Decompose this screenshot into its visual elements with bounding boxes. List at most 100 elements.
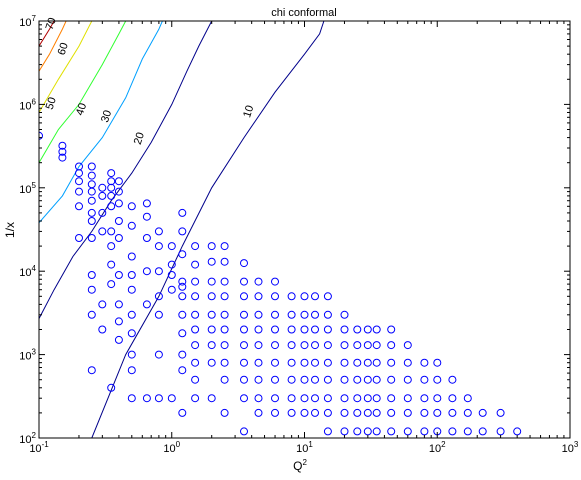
scatter-point xyxy=(340,358,349,367)
y-tick-label: 106 xyxy=(19,97,36,112)
scatter-point xyxy=(311,292,319,301)
scatter-point xyxy=(178,329,187,338)
scatter-point xyxy=(98,191,107,200)
scatter-point xyxy=(323,427,332,436)
scatter-point xyxy=(323,310,332,319)
scatter-point xyxy=(448,408,457,417)
scatter-point xyxy=(420,427,429,436)
scatter-point xyxy=(271,292,279,301)
scatter-point xyxy=(311,325,319,334)
scatter-point xyxy=(220,325,229,334)
scatter-point xyxy=(114,217,123,225)
scatter-point xyxy=(387,394,396,403)
scatter-point xyxy=(478,408,487,417)
y-tick-label: 104 xyxy=(19,264,36,279)
scatter-point xyxy=(114,300,123,309)
scatter-point xyxy=(513,427,522,436)
scatter-point xyxy=(154,292,163,301)
scatter-point xyxy=(271,310,279,319)
scatter-point xyxy=(496,427,505,436)
scatter-point xyxy=(353,325,362,334)
scatter-point xyxy=(271,358,279,367)
scatter-point xyxy=(287,292,296,301)
scatter-point xyxy=(75,202,83,211)
scatter-point xyxy=(311,358,319,367)
contour-line-40 xyxy=(39,21,127,163)
scatter-point xyxy=(220,242,229,251)
scatter-point xyxy=(254,325,263,334)
contour-line-20 xyxy=(39,21,213,319)
scatter-point xyxy=(311,375,319,384)
scatter-point xyxy=(363,408,372,417)
scatter-point xyxy=(323,292,332,301)
scatter-point xyxy=(311,310,319,319)
scatter-point xyxy=(114,177,123,186)
scatter-point xyxy=(142,300,151,309)
scatter-point xyxy=(387,375,396,384)
scatter-point xyxy=(58,141,67,150)
contour-label-30: 30 xyxy=(99,109,114,124)
scatter-point xyxy=(87,187,96,196)
scatter-point xyxy=(75,187,83,196)
scatter-point xyxy=(372,375,381,384)
scatter-point xyxy=(323,375,332,384)
scatter-point xyxy=(403,375,412,384)
scatter-point xyxy=(87,162,96,171)
scatter-point xyxy=(178,292,187,301)
contour-line-10 xyxy=(91,21,325,438)
scatter-point xyxy=(114,335,123,344)
scatter-point xyxy=(323,408,332,417)
scatter-point xyxy=(178,227,187,236)
scatter-point xyxy=(271,375,279,384)
scatter-point xyxy=(363,325,372,334)
scatter-point xyxy=(363,341,372,350)
scatter-point xyxy=(323,394,332,403)
scatter-point xyxy=(167,271,176,279)
scatter-point xyxy=(240,375,248,384)
scatter-point xyxy=(420,394,429,403)
contour-label-60: 60 xyxy=(56,41,71,56)
scatter-point xyxy=(87,171,96,180)
scatter-point xyxy=(271,408,279,417)
scatter-point xyxy=(142,267,151,276)
scatter-point xyxy=(420,375,429,384)
x-axis-label: Q2 xyxy=(293,458,307,473)
scatter-point xyxy=(207,277,216,286)
scatter-point xyxy=(191,277,200,286)
scatter-point xyxy=(403,427,412,436)
scatter-point xyxy=(340,408,349,417)
scatter-point xyxy=(254,375,263,384)
scatter-point xyxy=(98,325,107,334)
scatter-point xyxy=(178,250,187,259)
scatter-point xyxy=(448,375,457,384)
scatter-point xyxy=(191,310,200,319)
scatter-point xyxy=(107,280,116,289)
scatter-point xyxy=(220,292,229,301)
scatter-point xyxy=(87,196,96,205)
scatter-point xyxy=(254,341,263,350)
y-tick-label: 103 xyxy=(19,348,36,363)
scatter-point xyxy=(87,217,96,225)
scatter-point xyxy=(287,325,296,334)
scatter-point xyxy=(98,208,107,217)
scatter-point xyxy=(372,358,381,367)
scatter-point xyxy=(107,227,116,236)
contour-line-50 xyxy=(39,21,93,113)
scatter-point xyxy=(433,375,442,384)
scatter-point xyxy=(463,394,472,403)
scatter-point xyxy=(87,366,96,375)
scatter-point xyxy=(323,358,332,367)
scatter-point xyxy=(127,366,136,375)
scatter-point xyxy=(463,408,472,417)
scatter-point xyxy=(240,310,248,319)
scatter-point xyxy=(340,325,349,334)
scatter-point xyxy=(178,277,187,286)
x-tick-labels: 10-1 100 101 102 103 xyxy=(29,440,579,455)
scatter-point xyxy=(207,257,216,266)
scatter-point xyxy=(220,310,229,319)
scatter-point xyxy=(403,408,412,417)
contour-label-50: 50 xyxy=(44,96,59,111)
scatter-point xyxy=(107,202,116,211)
contour-line-30 xyxy=(39,21,163,224)
